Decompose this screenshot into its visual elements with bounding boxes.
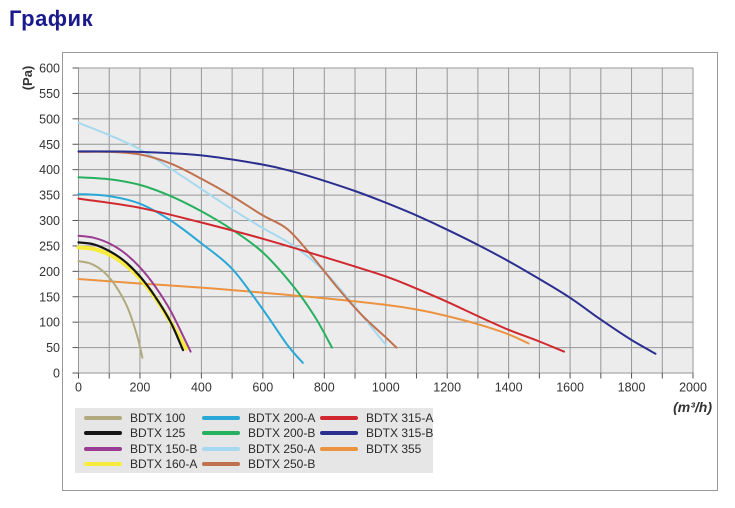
y-tick-label: 600 — [39, 62, 60, 76]
legend-label: BDTX 200-A — [248, 410, 316, 425]
legend-swatch — [202, 415, 240, 420]
legend-swatch — [202, 462, 240, 467]
x-axis-unit-label: (m³/h) — [673, 399, 712, 415]
page-title: График — [9, 6, 94, 31]
legend-swatch — [84, 431, 122, 436]
curve-bdtx-355 — [77, 278, 530, 345]
legend-swatch — [202, 431, 240, 436]
legend-label: BDTX 125 — [130, 426, 186, 441]
legend-item: BDTX 315-B — [311, 426, 433, 442]
legend-label: BDTX 355 — [366, 441, 422, 456]
legend-swatch — [84, 415, 122, 420]
legend-item: BDTX 250-A — [193, 441, 315, 457]
curve-bdtx-200-b — [77, 176, 333, 349]
x-tick-label: 200 — [130, 381, 151, 395]
legend-swatch — [320, 415, 358, 420]
legend-item: BDTX 150-B — [75, 441, 197, 457]
legend-item: BDTX 200-B — [193, 426, 315, 442]
curve-bdtx-200-a — [77, 193, 304, 364]
legend-item: BDTX 355 — [311, 441, 429, 457]
curve-bdtx-125 — [77, 241, 185, 352]
curve-bdtx-315-b — [77, 150, 657, 355]
x-tick-label: 1400 — [495, 381, 523, 395]
x-tick-label: 800 — [314, 381, 335, 395]
legend-item: BDTX 125 — [75, 426, 193, 442]
legend-label: BDTX 315-A — [366, 410, 434, 425]
x-tick-label: 2000 — [679, 381, 707, 395]
y-tick-label: 400 — [39, 163, 60, 177]
legend-label: BDTX 150-B — [130, 441, 198, 456]
curve-bdtx-250-b — [77, 150, 398, 349]
x-tick-label: 1000 — [372, 381, 400, 395]
x-tick-label: 1600 — [556, 381, 584, 395]
legend-swatch — [84, 462, 122, 467]
legend-item: BDTX 250-B — [193, 457, 315, 473]
legend-label: BDTX 315-B — [366, 426, 434, 441]
legend-label: BDTX 100 — [130, 410, 186, 425]
x-tick-label: 600 — [252, 381, 273, 395]
y-tick-label: 100 — [39, 316, 60, 330]
legend-label: BDTX 200-B — [248, 426, 316, 441]
legend-item: BDTX 200-A — [193, 410, 315, 426]
y-tick-label: 350 — [39, 189, 60, 203]
legend-label: BDTX 250-A — [248, 441, 316, 456]
x-tick-label: 1200 — [433, 381, 461, 395]
legend-label: BDTX 250-B — [248, 457, 316, 472]
legend-item: BDTX 160-A — [75, 457, 197, 473]
y-tick-label: 500 — [39, 112, 60, 126]
legend-swatch — [84, 446, 122, 451]
y-tick-label: 550 — [39, 87, 60, 101]
x-tick-label: 400 — [191, 381, 212, 395]
curve-bdtx-250-a — [77, 121, 387, 346]
y-tick-label: 450 — [39, 138, 60, 152]
curve-bdtx-150-b — [77, 234, 192, 353]
chart-legend: BDTX 100 BDTX 125 BDTX 150-B BDTX 160-A BDTX… — [75, 408, 433, 473]
legend-swatch — [320, 431, 358, 436]
legend-swatch — [202, 446, 240, 451]
curve-bdtx-315-a — [77, 197, 565, 353]
y-tick-label: 250 — [39, 239, 60, 253]
legend-swatch — [320, 446, 358, 451]
y-tick-label: 200 — [39, 265, 60, 279]
legend-item: BDTX 100 — [75, 410, 193, 426]
curve-bdtx-100 — [77, 260, 144, 359]
x-tick-label: 1800 — [618, 381, 646, 395]
legend-label: BDTX 160-A — [130, 457, 198, 472]
y-tick-label: 300 — [39, 214, 60, 228]
x-tick-label: 0 — [75, 381, 82, 395]
y-tick-label: 150 — [39, 290, 60, 304]
y-tick-label: 50 — [46, 341, 60, 355]
legend-item: BDTX 315-A — [311, 410, 433, 426]
y-tick-label: 0 — [53, 367, 60, 381]
